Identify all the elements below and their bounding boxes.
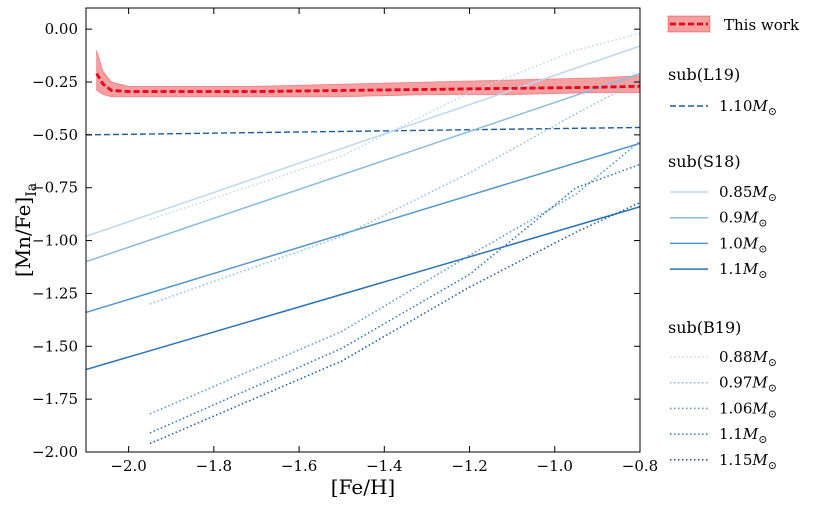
legend-entry-label: 1.1M⊙ xyxy=(719,425,767,446)
legend-entry-label: 0.85M⊙ xyxy=(719,183,777,204)
legend-entry-label: 1.15M⊙ xyxy=(719,451,777,472)
y-tick-label: −0.75 xyxy=(32,179,78,197)
series-b19-1-06-line xyxy=(149,140,640,415)
axis-ticks: −2.0 −1.8 −1.6 −1.4 −1.2 −1.0 −0.8 0.00 −0.25 −0.… xyxy=(32,8,658,475)
legend-group-header: sub(L19) xyxy=(668,65,740,84)
series-s18-1-1-line xyxy=(86,206,640,371)
series-s18-0-9-line xyxy=(86,72,640,263)
legend-group-header: sub(B19) xyxy=(668,318,741,337)
series-s18-0-85-line xyxy=(86,45,640,238)
y-tick-label: −1.00 xyxy=(32,232,78,250)
y-tick-label: −0.25 xyxy=(32,73,78,91)
x-axis-title: [Fe/H] xyxy=(331,475,395,499)
y-tick-label: 0.00 xyxy=(45,20,78,38)
y-axis-title-subscript: Ia xyxy=(24,183,40,197)
series-b19-0-97-line xyxy=(149,79,640,305)
legend-entry-label: 0.97M⊙ xyxy=(719,374,777,395)
plot-frame xyxy=(85,7,641,453)
legend-entry-label: 0.88M⊙ xyxy=(719,348,777,369)
legend-entry-label: 1.10M⊙ xyxy=(719,97,777,118)
legend-entry-label: 1.0M⊙ xyxy=(719,234,767,255)
x-tick-label: −1.0 xyxy=(537,457,573,475)
legend: This work sub(L19) 1.10M⊙ sub(S18) 0.85M⊙ 0.9… xyxy=(667,15,800,472)
legend-this-work-label: This work xyxy=(724,16,800,34)
y-tick-label: −1.25 xyxy=(32,284,78,302)
y-axis-title-main: [Mn/Fe] xyxy=(11,197,35,277)
this-work-uncertainty-band xyxy=(96,50,640,98)
y-tick-label: −1.75 xyxy=(32,390,78,408)
x-tick-label: −1.4 xyxy=(366,457,402,475)
legend-entry-label: 1.1M⊙ xyxy=(719,260,767,281)
series-b19-1-15-line xyxy=(149,201,640,445)
x-tick-label: −1.8 xyxy=(196,457,232,475)
legend-group-header: sub(S18) xyxy=(668,152,741,171)
x-tick-label: −1.6 xyxy=(281,457,317,475)
legend-entry-label: 0.9M⊙ xyxy=(719,209,767,230)
x-tick-label: −2.0 xyxy=(110,457,146,475)
plot-area xyxy=(86,32,640,445)
plot-series-group xyxy=(86,32,640,445)
y-tick-label: −1.50 xyxy=(32,337,78,355)
series-this-work-line xyxy=(95,72,640,93)
y-tick-label: −2.00 xyxy=(32,443,78,461)
y-tick-label: −0.50 xyxy=(32,126,78,144)
series-b19-1-1-line xyxy=(149,163,640,434)
x-tick-label: −1.2 xyxy=(451,457,487,475)
series-l19-1-10-line xyxy=(86,126,640,136)
legend-entry-label: 1.06M⊙ xyxy=(719,399,777,420)
x-tick-label: −0.8 xyxy=(622,457,658,475)
y-axis-title: [Mn/Fe]Ia xyxy=(11,183,40,277)
series-s18-1-0-line xyxy=(86,142,640,314)
series-b19-0-88-line xyxy=(149,32,640,221)
